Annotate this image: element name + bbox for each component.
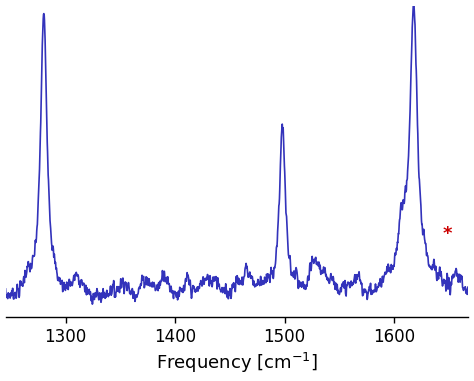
- Text: *: *: [443, 225, 452, 243]
- X-axis label: Frequency [cm$^{-1}$]: Frequency [cm$^{-1}$]: [156, 351, 318, 375]
